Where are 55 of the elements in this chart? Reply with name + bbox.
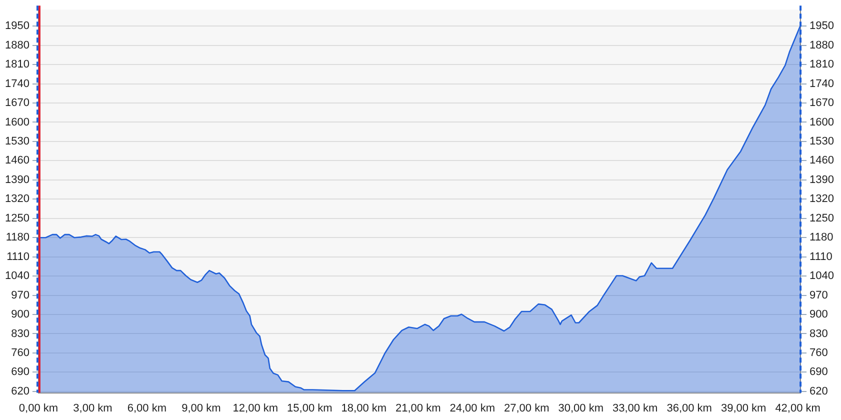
y-tick-label: 1460 <box>4 154 30 167</box>
x-tick-label: 36,00 km <box>666 402 712 414</box>
y-tick-label: 1180 <box>6 232 30 244</box>
y-tick-label: 900 <box>11 308 30 321</box>
y2-tick-label: 760 <box>810 347 828 359</box>
x-tick-label: 33,00 km <box>612 402 658 414</box>
x-tick-label: 39,00 km <box>720 402 766 414</box>
y2-tick-label: 1460 <box>810 154 834 167</box>
y2-tick-label: 1950 <box>810 20 834 32</box>
y-tick-label: 1390 <box>4 174 30 186</box>
y2-tick-label: 1740 <box>810 78 834 90</box>
x-tick-label: 42,00 km <box>775 402 820 414</box>
y2-tick-label: 970 <box>810 289 828 302</box>
y2-tick-label: 830 <box>810 328 828 340</box>
y-tick-label: 620 <box>11 385 30 398</box>
y-tick-label: 1740 <box>4 78 30 90</box>
y2-tick-label: 1320 <box>810 193 834 206</box>
y-tick-label: 1040 <box>4 270 30 282</box>
y-tick-label: 1250 <box>4 212 30 224</box>
y-tick-label: 1110 <box>6 250 30 263</box>
y-tick-label: 690 <box>11 366 30 378</box>
x-tick-label: 21,00 km <box>396 402 441 414</box>
x-tick-label: 27,00 km <box>504 402 550 414</box>
y2-tick-label: 1530 <box>810 135 834 148</box>
y-tick-label: 1320 <box>4 193 30 206</box>
x-tick-label: 6,00 km <box>127 402 167 414</box>
y2-tick-label: 900 <box>810 308 828 321</box>
y-tick-label: 1670 <box>4 97 30 110</box>
y-tick-label: 1530 <box>4 135 30 148</box>
y-tick-label: 1600 <box>4 116 30 128</box>
x-tick-label: 12,00 km <box>232 402 278 414</box>
x-tick-label: 0,00 km <box>18 402 58 414</box>
y-tick-label: 830 <box>11 328 30 340</box>
y2-tick-label: 1810 <box>810 58 834 71</box>
x-tick-label: 9,00 km <box>182 402 221 414</box>
x-tick-label: 3,00 km <box>73 402 112 414</box>
y-tick-label: 760 <box>11 347 30 359</box>
y2-tick-label: 1040 <box>810 270 834 282</box>
x-tick-label: 18,00 km <box>341 402 387 414</box>
y-tick-label: 1810 <box>4 58 30 71</box>
y2-tick-label: 1390 <box>810 174 834 186</box>
y2-tick-label: 1250 <box>810 212 834 224</box>
y-tick-label: 1950 <box>4 20 30 32</box>
y-tick-label: 970 <box>11 289 30 302</box>
y2-tick-label: 1670 <box>810 97 834 110</box>
y2-tick-label: 620 <box>810 385 828 398</box>
y-tick-label: 1880 <box>4 39 30 52</box>
y2-tick-label: 1180 <box>810 232 834 244</box>
x-tick-label: 30,00 km <box>558 402 604 414</box>
y2-tick-label: 690 <box>810 366 828 378</box>
x-tick-label: 15,00 km <box>287 402 332 414</box>
x-tick-label: 24,00 km <box>450 402 496 414</box>
y2-tick-label: 1110 <box>810 250 832 263</box>
y2-tick-label: 1600 <box>810 116 834 128</box>
y2-tick-label: 1880 <box>810 39 834 52</box>
